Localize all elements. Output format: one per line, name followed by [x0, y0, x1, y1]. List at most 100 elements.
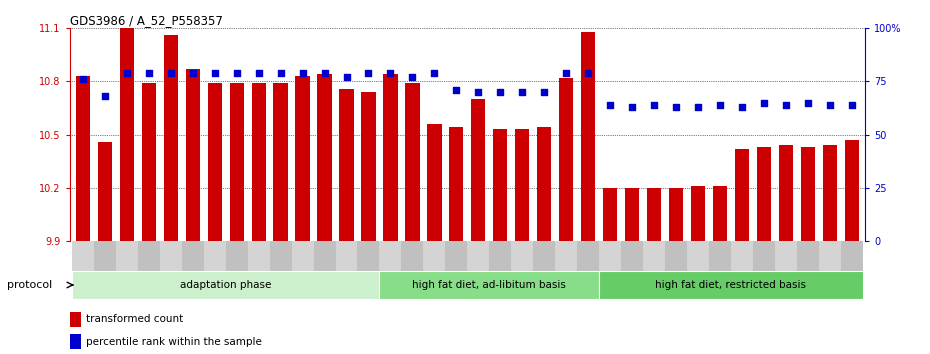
Text: high fat diet, restricted basis: high fat diet, restricted basis: [656, 280, 806, 290]
Point: [185, 70, 200, 76]
Point: [230, 70, 245, 76]
Point: [625, 104, 640, 110]
Point: [822, 102, 837, 108]
Bar: [72, 271, 379, 299]
Point: [339, 74, 354, 80]
Point: [778, 102, 793, 108]
Text: high fat diet, ad-libitum basis: high fat diet, ad-libitum basis: [412, 280, 566, 290]
Bar: [313, 241, 336, 271]
Point: [603, 102, 618, 108]
Point: [515, 89, 530, 95]
Bar: [669, 188, 684, 241]
Bar: [75, 76, 90, 241]
Point: [537, 89, 551, 95]
Bar: [735, 149, 749, 241]
Bar: [383, 74, 398, 241]
Bar: [402, 241, 423, 271]
Bar: [647, 188, 661, 241]
Text: adaptation phase: adaptation phase: [180, 280, 272, 290]
Bar: [823, 145, 837, 241]
Bar: [94, 241, 116, 271]
Bar: [841, 241, 863, 271]
Bar: [559, 78, 573, 241]
Text: percentile rank within the sample: percentile rank within the sample: [86, 337, 261, 347]
Point: [735, 104, 750, 110]
Bar: [449, 127, 463, 241]
Bar: [181, 241, 204, 271]
Point: [75, 76, 90, 82]
Bar: [70, 334, 81, 349]
Point: [98, 93, 113, 99]
Point: [449, 87, 464, 93]
Bar: [270, 241, 292, 271]
Bar: [731, 241, 753, 271]
Point: [119, 70, 134, 76]
Point: [361, 70, 376, 76]
Bar: [489, 241, 512, 271]
Bar: [603, 188, 618, 241]
Bar: [712, 186, 727, 241]
Bar: [120, 28, 134, 241]
Bar: [493, 129, 508, 241]
Bar: [141, 83, 156, 241]
Bar: [296, 76, 310, 241]
Bar: [98, 142, 112, 241]
Bar: [317, 74, 332, 241]
Point: [493, 89, 508, 95]
Point: [141, 70, 156, 76]
Text: protocol: protocol: [7, 280, 53, 290]
Point: [646, 102, 661, 108]
Bar: [247, 241, 270, 271]
Point: [756, 100, 771, 105]
Point: [164, 70, 179, 76]
Bar: [379, 241, 402, 271]
Bar: [512, 241, 533, 271]
Bar: [687, 241, 709, 271]
Text: transformed count: transformed count: [86, 314, 183, 324]
Point: [273, 70, 288, 76]
Point: [844, 102, 859, 108]
Bar: [709, 241, 731, 271]
Bar: [339, 88, 353, 241]
Bar: [336, 241, 357, 271]
Point: [690, 104, 705, 110]
Bar: [621, 241, 643, 271]
Bar: [533, 241, 555, 271]
Bar: [186, 69, 200, 241]
Bar: [599, 241, 621, 271]
Bar: [357, 241, 379, 271]
Bar: [844, 140, 859, 241]
Text: GDS3986 / A_52_P558357: GDS3986 / A_52_P558357: [70, 14, 222, 27]
Bar: [599, 271, 863, 299]
Bar: [230, 83, 244, 241]
Bar: [691, 186, 705, 241]
Point: [383, 70, 398, 76]
Bar: [226, 241, 247, 271]
Bar: [753, 241, 775, 271]
Bar: [625, 188, 639, 241]
Bar: [537, 127, 551, 241]
Point: [295, 70, 310, 76]
Bar: [801, 147, 815, 241]
Bar: [581, 32, 595, 241]
Bar: [445, 241, 467, 271]
Point: [580, 70, 595, 76]
Bar: [362, 92, 376, 241]
Point: [669, 104, 684, 110]
Bar: [775, 241, 797, 271]
Point: [427, 70, 442, 76]
Bar: [515, 129, 529, 241]
Bar: [427, 124, 442, 241]
Bar: [251, 83, 266, 241]
Point: [471, 89, 485, 95]
Bar: [797, 241, 818, 271]
Bar: [292, 241, 313, 271]
Bar: [273, 83, 287, 241]
Bar: [207, 83, 222, 241]
Bar: [116, 241, 138, 271]
Point: [317, 70, 332, 76]
Point: [559, 70, 574, 76]
Bar: [643, 241, 665, 271]
Bar: [379, 271, 599, 299]
Bar: [555, 241, 578, 271]
